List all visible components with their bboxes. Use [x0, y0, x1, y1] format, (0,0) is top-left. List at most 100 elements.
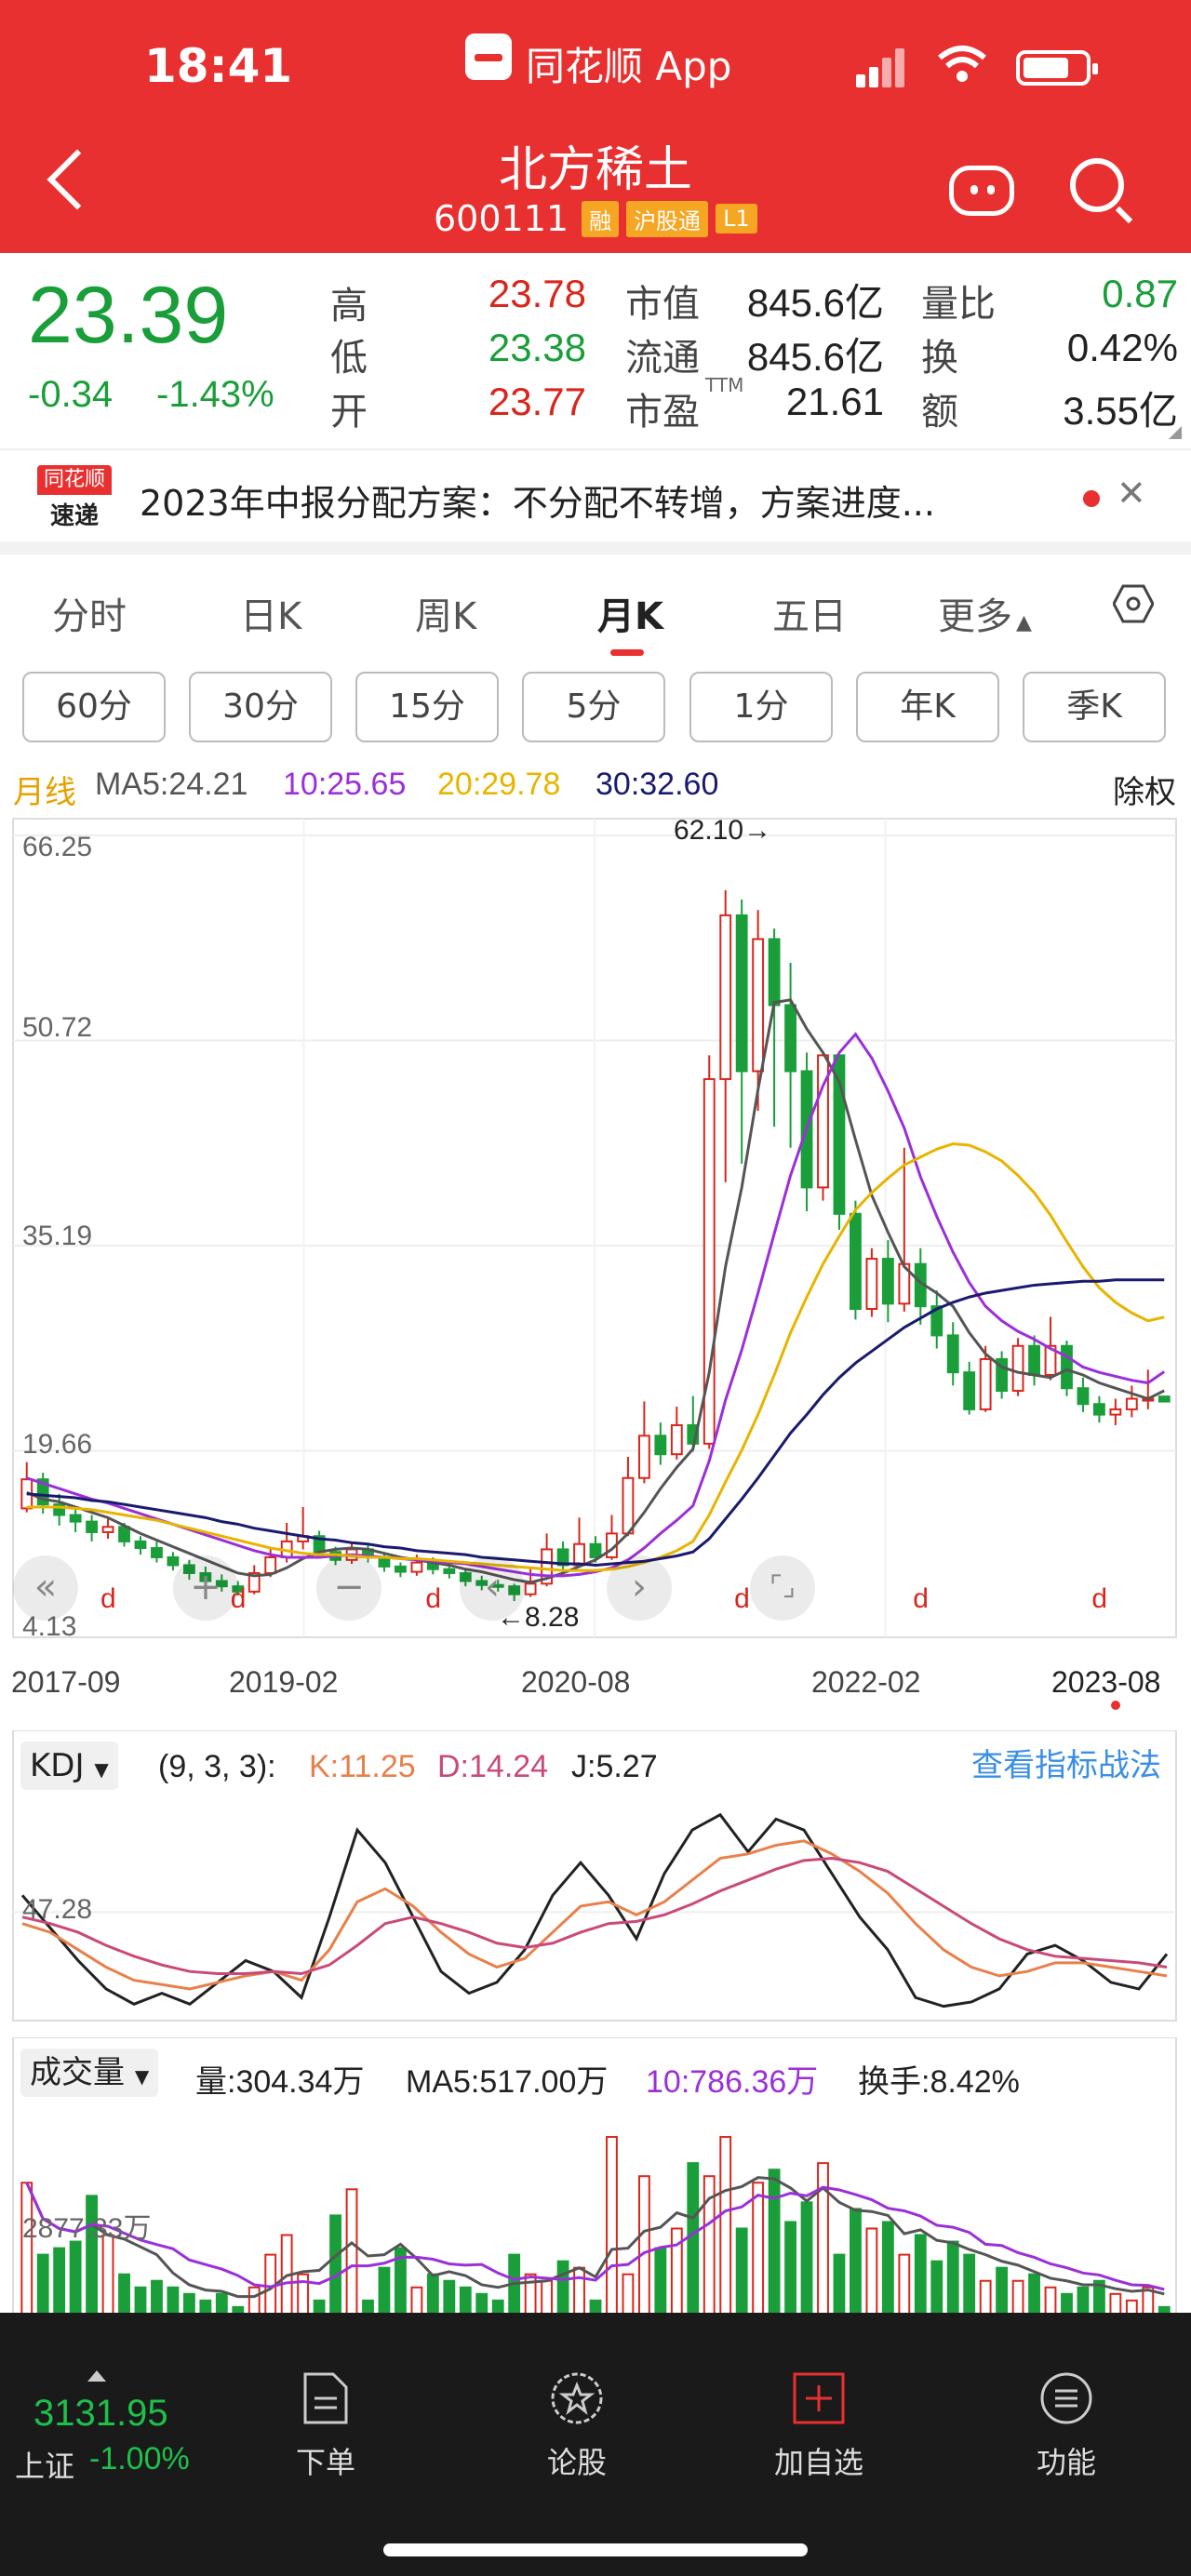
scroll-start-button[interactable]: « — [13, 1555, 78, 1621]
battery-icon — [1016, 50, 1098, 86]
x-tick-4: 2022-02 — [811, 1665, 921, 1699]
btn-quarter-k[interactable]: 季K — [1023, 672, 1166, 742]
label-volume-ratio: 量比 — [921, 283, 996, 326]
candle-46 — [768, 938, 781, 1007]
candle-40 — [670, 1423, 683, 1456]
functions-button[interactable]: 功能 — [1010, 2370, 1122, 2482]
x-tick-2: 2019-02 — [229, 1665, 339, 1699]
ma10-value: 10:25.65 — [283, 767, 407, 802]
indicator-select-kdj[interactable]: KDJ ▼ — [20, 1742, 118, 1790]
section-gap — [0, 541, 1191, 554]
value-low: 23.38 — [488, 326, 586, 369]
ma-label: 月线 — [13, 775, 76, 810]
candle-2 — [53, 1503, 66, 1516]
value-pe: 21.61 — [785, 380, 884, 423]
home-indicator[interactable] — [383, 2543, 808, 2556]
news-headline[interactable]: 2023年中报分配方案：不分配不转增，方案进度... — [140, 483, 935, 524]
candle-32 — [541, 1548, 554, 1585]
index-caret-icon — [87, 2370, 106, 2382]
candle-23 — [395, 1565, 407, 1573]
robot-assistant-icon[interactable] — [949, 166, 1014, 216]
candle-67 — [1109, 1408, 1122, 1416]
candle-61 — [1011, 1344, 1024, 1393]
tab-weekly-k[interactable]: 周K — [415, 595, 477, 638]
ma5-value: MA5:24.21 — [95, 767, 248, 802]
kdj-line-k — [21, 1839, 1168, 1991]
candle-13 — [232, 1585, 245, 1593]
price-change: -0.34 — [28, 374, 114, 415]
candle-37 — [622, 1476, 635, 1535]
candle-45 — [752, 938, 765, 1073]
expand-corner-icon[interactable] — [1169, 426, 1182, 439]
btn-1min[interactable]: 1分 — [689, 672, 833, 742]
btn-15min[interactable]: 15分 — [355, 672, 499, 742]
candle-14 — [248, 1571, 261, 1593]
fullscreen-button[interactable]: ⌜⌟ — [750, 1555, 815, 1621]
tab-timeshare[interactable]: 分时 — [52, 595, 127, 638]
news-logo: 同花顺 速递 — [37, 465, 112, 530]
kdj-params: (9, 3, 3): — [158, 1749, 276, 1784]
btn-year-k[interactable]: 年K — [856, 672, 999, 742]
volume-value: 量:304.34万 — [195, 2064, 365, 2100]
indicator-select-volume[interactable]: 成交量 ▼ — [20, 2049, 159, 2097]
kdj-line-j — [20, 1812, 1169, 2009]
price-change-pct: -1.43% — [156, 374, 274, 415]
candle-44 — [735, 914, 748, 1073]
order-button[interactable]: 下单 — [270, 2370, 381, 2482]
active-tab-indicator — [610, 649, 644, 656]
tab-more-label: 更多 — [938, 595, 1012, 638]
bottom-toolbar — [0, 2313, 1191, 2576]
value-open: 23.77 — [488, 380, 586, 423]
zoom-in-button[interactable]: + — [173, 1555, 238, 1621]
latest-marker — [1111, 1701, 1120, 1710]
adjust-toggle[interactable]: 除权 — [1113, 775, 1176, 810]
status-time: 18:41 — [144, 39, 293, 93]
btn-5min[interactable]: 5分 — [522, 672, 665, 742]
index-change[interactable]: -1.00% — [89, 2441, 190, 2476]
max-price-label: 62.10→ — [674, 815, 772, 846]
btn-30min[interactable]: 30分 — [189, 672, 332, 742]
candle-39 — [654, 1435, 667, 1456]
value-amount: 3.55亿 — [1063, 389, 1178, 433]
index-name[interactable]: 上证 — [15, 2449, 75, 2484]
add-watchlist-button[interactable]: 加自选 — [763, 2370, 875, 2482]
candle-24 — [410, 1561, 423, 1573]
candle-51 — [850, 1212, 862, 1311]
search-icon[interactable] — [1070, 158, 1133, 224]
volume-chart[interactable] — [0, 2037, 1191, 2335]
btn-60min[interactable]: 60分 — [22, 672, 166, 742]
volume-bar-41 — [687, 2162, 700, 2334]
kdj-chart[interactable] — [0, 1730, 1191, 2026]
tab-monthly-k[interactable]: 月K — [597, 595, 663, 638]
add-plus-icon — [793, 2372, 845, 2424]
candle-6 — [118, 1526, 130, 1542]
kdj-line-d — [21, 1857, 1168, 1976]
settings-icon[interactable] — [1113, 583, 1154, 624]
index-value[interactable]: 3131.95 — [33, 2393, 168, 2434]
volume-bar-20 — [345, 2188, 358, 2334]
scroll-right-button[interactable]: › — [607, 1555, 672, 1621]
volume-y-label: 2877.33万 — [22, 2213, 152, 2244]
kdj-border — [12, 1730, 1177, 2022]
label-turnover: 换 — [921, 337, 958, 380]
candle-57 — [946, 1334, 959, 1374]
current-price: 23.39 — [28, 271, 229, 360]
value-market-cap: 845.6亿 — [746, 281, 884, 325]
close-icon[interactable]: ✕ — [1117, 473, 1146, 514]
x-tick-5: 2023-08 — [1051, 1665, 1161, 1699]
scroll-left-button[interactable]: ‹ — [460, 1555, 525, 1621]
tab-more[interactable]: 更多 ▲ — [938, 586, 1032, 640]
value-float: 845.6亿 — [746, 335, 884, 379]
tab-five-day[interactable]: 五日 — [772, 595, 847, 638]
candle-64 — [1061, 1344, 1073, 1390]
discuss-button[interactable]: 论股 — [521, 2370, 633, 2482]
zoom-out-button[interactable]: − — [316, 1555, 381, 1621]
candle-31 — [524, 1582, 537, 1595]
indicator-strategy-link[interactable]: 查看指标战法 — [971, 1748, 1161, 1783]
candle-15 — [264, 1555, 277, 1574]
tab-daily-k[interactable]: 日K — [240, 595, 302, 638]
candle-35 — [589, 1542, 602, 1558]
y-tick-2: 50.72 — [22, 1012, 93, 1043]
kdj-select-label: KDJ — [30, 1747, 85, 1784]
